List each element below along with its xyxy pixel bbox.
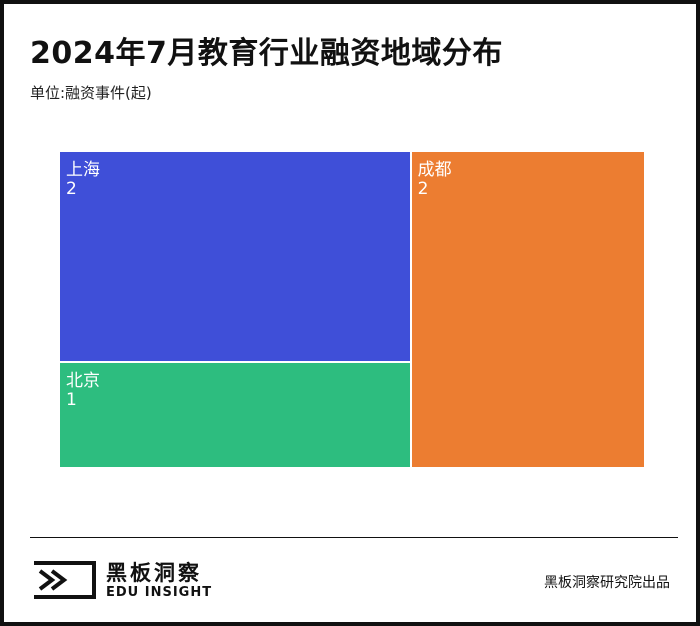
chart-subtitle: 单位:融资事件(起) <box>30 84 152 102</box>
chart-title: 2024年7月教育行业融资地域分布 <box>30 36 503 71</box>
tile-label: 成都 <box>417 160 452 180</box>
source-credit: 黑板洞察研究院出品 <box>544 575 670 591</box>
footer-divider <box>30 537 678 538</box>
tile-value: 2 <box>66 179 77 199</box>
tile-value: 1 <box>66 390 77 411</box>
logo-mark-icon <box>34 561 96 599</box>
tile-label: 上海 <box>66 160 100 180</box>
brand-logo: 黑板洞察 EDU INSIGHT <box>32 557 212 607</box>
tile-label: 北京 <box>66 371 100 392</box>
logo-text-cn: 黑板洞察 <box>106 561 202 585</box>
treemap-tile: 成都 2 <box>410 151 645 468</box>
treemap: 上海 2 北京 1 成都 2 <box>59 151 645 468</box>
treemap-tile: 北京 1 <box>59 362 411 468</box>
treemap-tile: 上海 2 <box>59 151 411 363</box>
logo-text-en: EDU INSIGHT <box>106 585 213 600</box>
tile-value: 2 <box>417 179 429 199</box>
